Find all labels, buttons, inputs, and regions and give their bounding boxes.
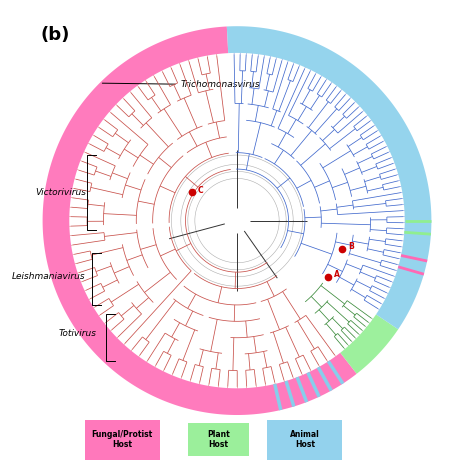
Polygon shape xyxy=(227,26,431,329)
Text: Trichomonasvirus: Trichomonasvirus xyxy=(102,80,260,89)
Text: Animal
Host: Animal Host xyxy=(290,430,320,449)
FancyBboxPatch shape xyxy=(188,423,249,456)
FancyBboxPatch shape xyxy=(267,419,342,459)
Text: A: A xyxy=(334,271,340,280)
Polygon shape xyxy=(340,314,398,374)
Text: C: C xyxy=(198,186,204,195)
Text: Fungal/Protist
Host: Fungal/Protist Host xyxy=(91,430,153,449)
Text: (b): (b) xyxy=(40,26,70,44)
Polygon shape xyxy=(43,27,357,415)
Text: Leishmaniavirus: Leishmaniavirus xyxy=(12,273,86,281)
Text: B: B xyxy=(348,242,354,251)
Text: Plant
Host: Plant Host xyxy=(207,429,229,449)
Text: Victorivirus: Victorivirus xyxy=(36,188,87,197)
Text: Totivirus: Totivirus xyxy=(59,328,97,337)
FancyBboxPatch shape xyxy=(85,419,160,459)
